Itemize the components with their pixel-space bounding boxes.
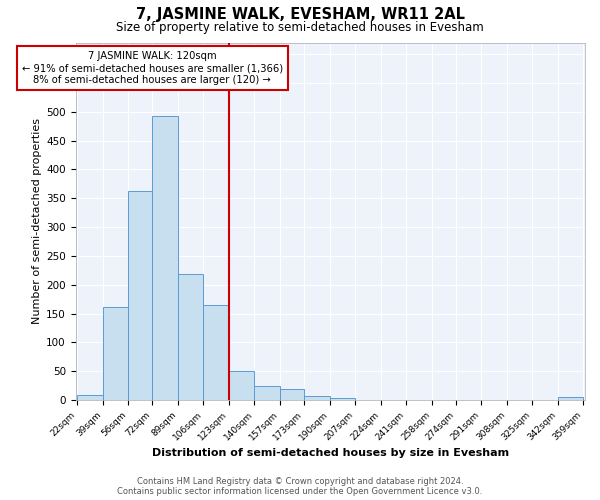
Bar — [152, 116, 178, 400]
Text: 7, JASMINE WALK, EVESHAM, WR11 2AL: 7, JASMINE WALK, EVESHAM, WR11 2AL — [136, 8, 464, 22]
Text: 7 JASMINE WALK: 120sqm
← 91% of semi-detached houses are smaller (1,366)
8% of s: 7 JASMINE WALK: 120sqm ← 91% of semi-det… — [22, 52, 283, 84]
Bar — [329, 398, 355, 400]
Bar — [229, 372, 254, 400]
Bar — [178, 274, 203, 400]
X-axis label: Distribution of semi-detached houses by size in Evesham: Distribution of semi-detached houses by … — [152, 448, 509, 458]
Text: Contains HM Land Registry data © Crown copyright and database right 2024.
Contai: Contains HM Land Registry data © Crown c… — [118, 476, 482, 496]
Text: Size of property relative to semi-detached houses in Evesham: Size of property relative to semi-detach… — [116, 21, 484, 34]
Y-axis label: Number of semi-detached properties: Number of semi-detached properties — [32, 118, 42, 324]
Bar — [103, 306, 128, 400]
Bar — [304, 396, 329, 400]
Bar — [128, 190, 152, 400]
Bar — [558, 398, 583, 400]
Bar — [203, 305, 229, 400]
Bar — [77, 395, 103, 400]
Bar — [280, 388, 304, 400]
Bar — [254, 386, 280, 400]
